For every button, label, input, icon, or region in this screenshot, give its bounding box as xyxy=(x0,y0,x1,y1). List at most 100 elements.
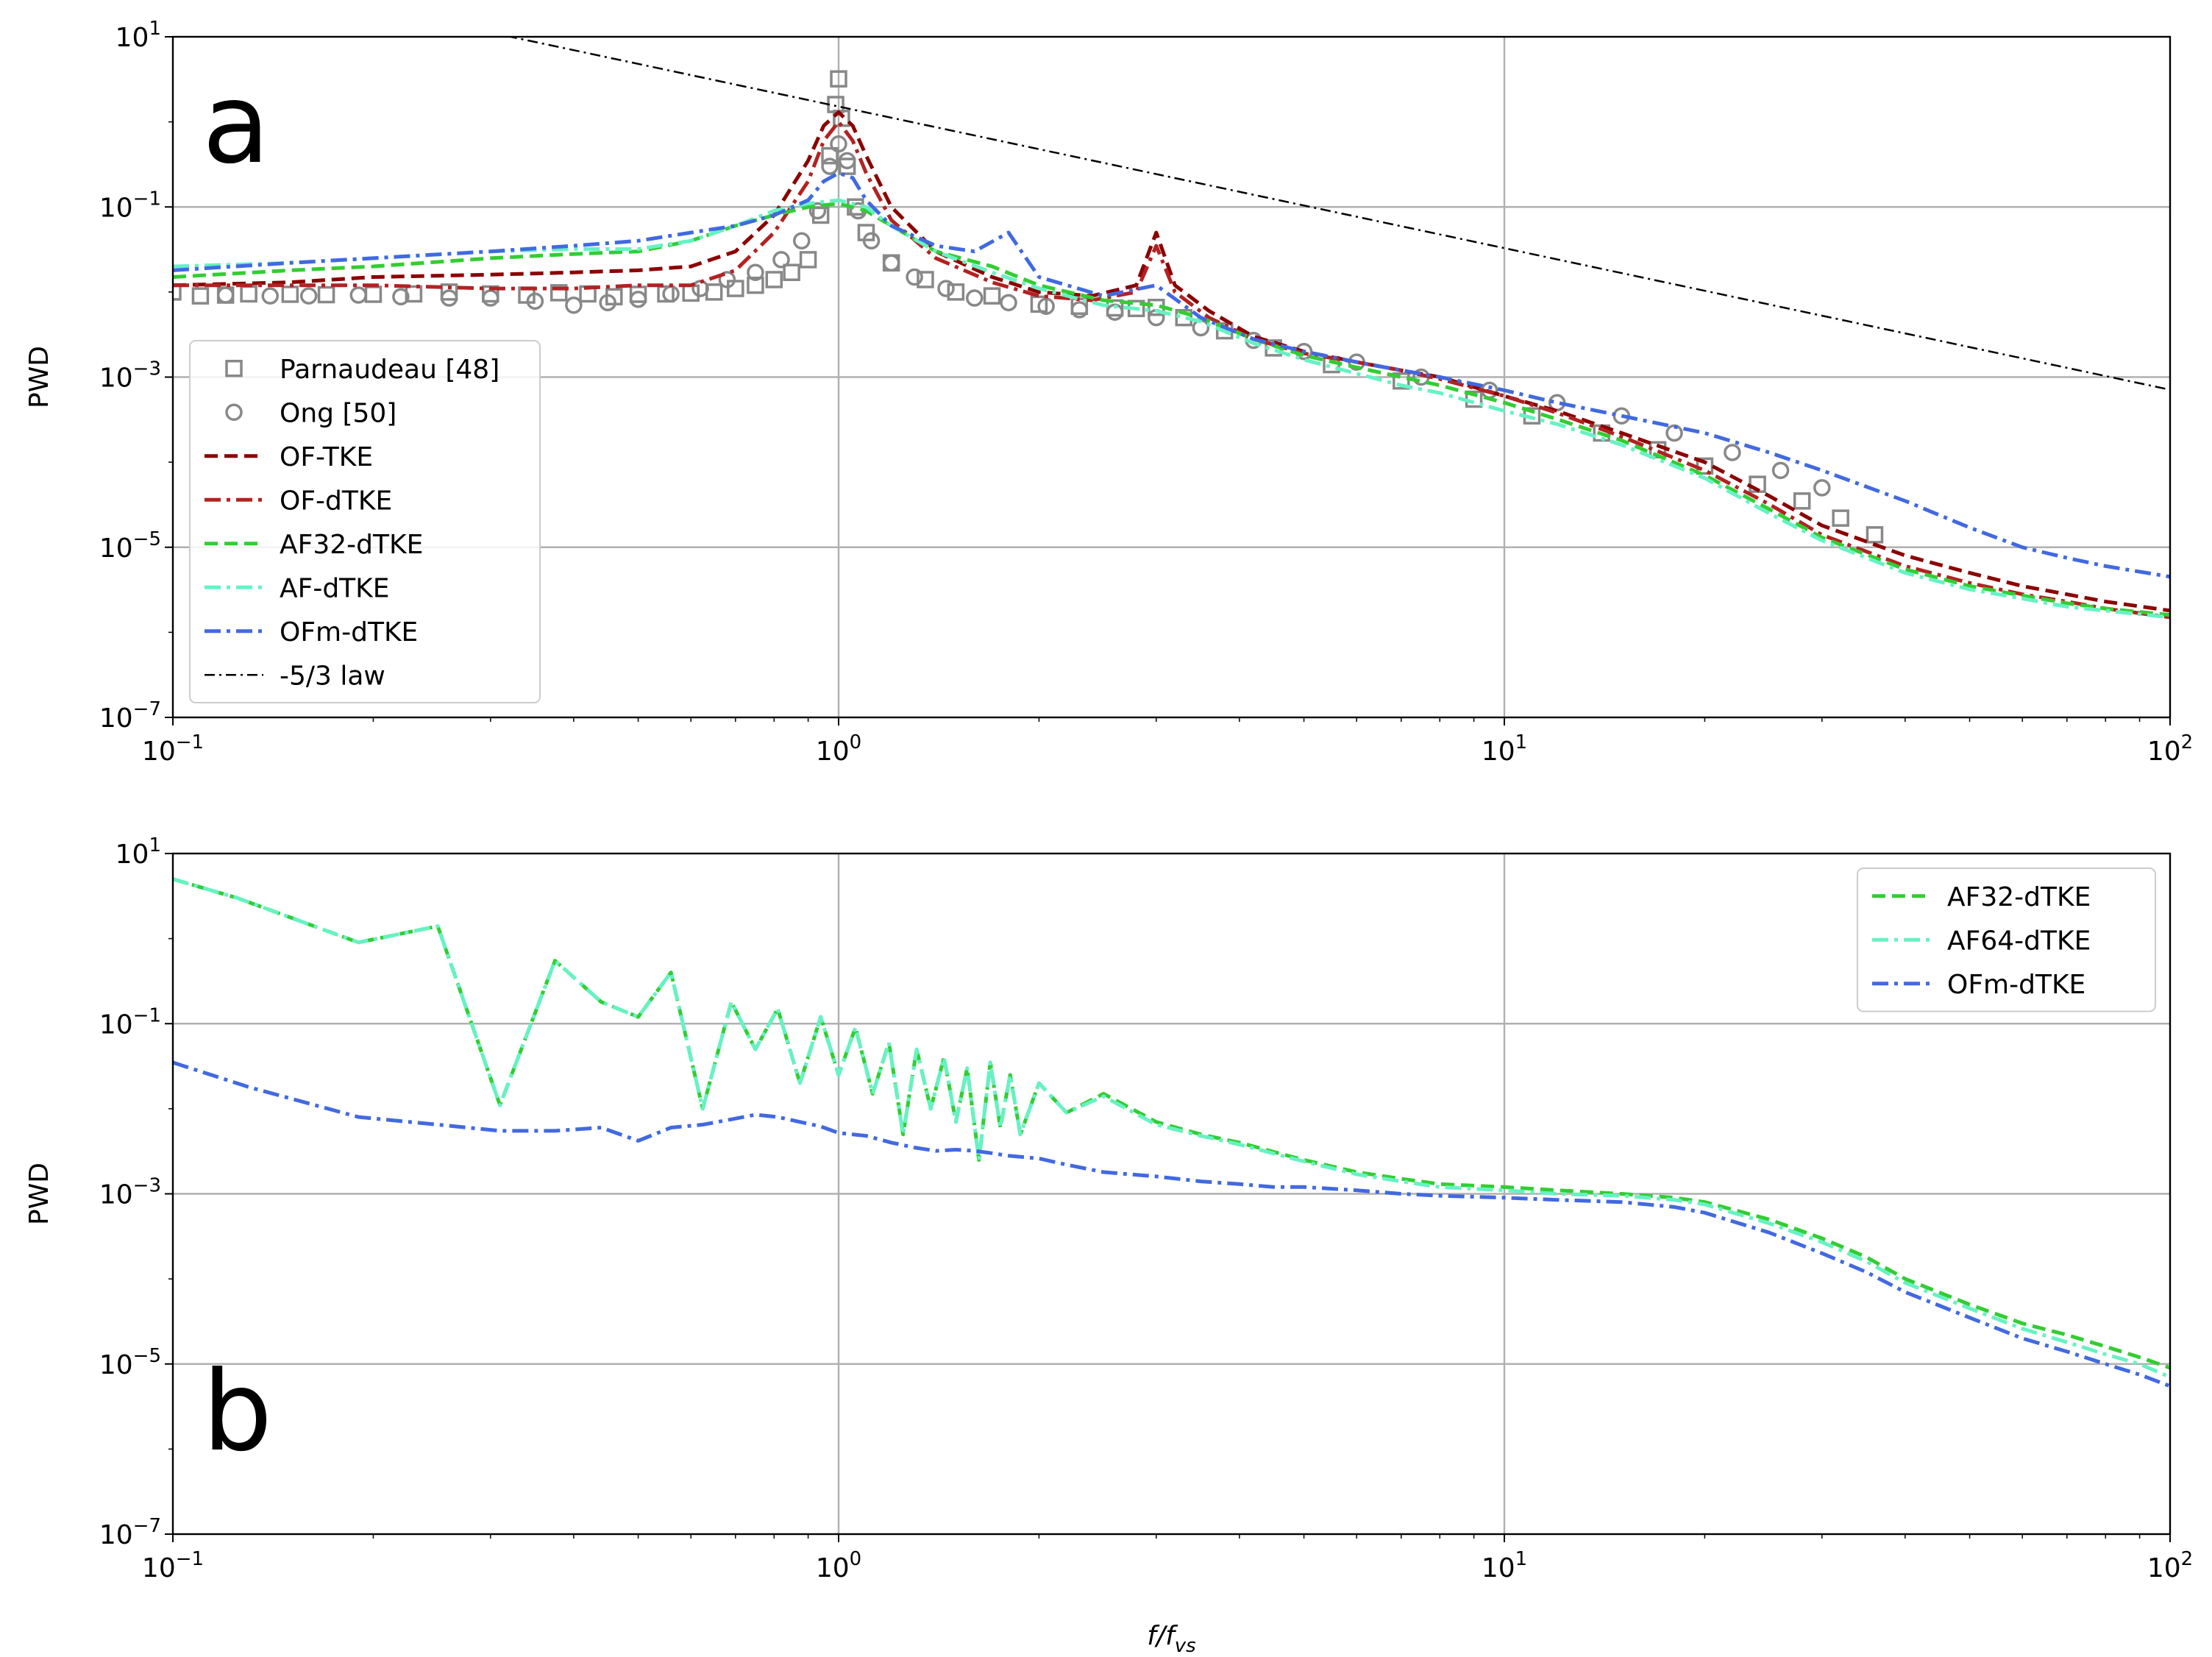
circle-marker xyxy=(1771,461,1790,480)
legend-label: OFm-dTKE xyxy=(1947,970,2085,1000)
panel-letter: a xyxy=(202,60,270,188)
circle-marker xyxy=(392,288,410,306)
series-line-ofm-dtke xyxy=(173,1060,2170,1388)
square-marker xyxy=(705,283,723,301)
x-tick-label: 10−1 xyxy=(142,1548,204,1583)
circle-marker xyxy=(1037,297,1055,315)
square-marker xyxy=(317,285,335,304)
panel-b: 10−1 100 101 102 10−7 10−5 10−3 10−1 101 PWD b f/fv… xyxy=(24,834,2193,1657)
circle-marker xyxy=(261,287,279,305)
circle-marker xyxy=(808,202,827,220)
x-tick-label: 100 xyxy=(816,1548,861,1583)
circle-marker xyxy=(772,251,790,269)
axes-frame xyxy=(171,35,2172,719)
x-tick-label: 102 xyxy=(2147,731,2193,767)
circle-marker xyxy=(830,135,847,153)
legend-label: -5/3 law xyxy=(280,661,385,691)
square-marker xyxy=(830,70,847,88)
square-marker xyxy=(191,287,210,305)
square-marker xyxy=(657,285,675,303)
y-tick-label: 10−7 xyxy=(99,698,161,734)
circle-marker xyxy=(862,232,881,250)
plot-area xyxy=(173,877,2170,1388)
square-marker xyxy=(440,283,458,301)
x-tick-label: 100 xyxy=(816,731,861,767)
legend-label: OF-TKE xyxy=(280,442,373,472)
legend: AF32-dTKE AF64-dTKE OFm-dTKE xyxy=(1857,867,2156,1012)
y-tick-label: 10−7 xyxy=(99,1515,161,1550)
legend-box xyxy=(1857,867,2156,1012)
circle-marker xyxy=(747,263,764,281)
circle-marker xyxy=(349,286,368,304)
axes-frame xyxy=(171,852,2172,1536)
circle-marker xyxy=(1000,294,1017,312)
y-tick-label: 10−3 xyxy=(99,1175,161,1210)
y-tick-label: 10−5 xyxy=(99,1345,161,1380)
circle-marker xyxy=(629,291,647,308)
y-tick-label: 10−5 xyxy=(99,528,161,564)
legend-label: AF32-dTKE xyxy=(1947,882,2091,912)
legend-label: AF64-dTKE xyxy=(1947,926,2091,956)
square-marker xyxy=(827,96,844,113)
circle-marker xyxy=(440,289,458,307)
circle-marker xyxy=(1070,301,1089,319)
x-tick-label: 102 xyxy=(2147,1548,2193,1583)
circle-marker xyxy=(565,297,583,314)
y-tick-label: 101 xyxy=(115,834,161,870)
y-tick-label: 10−1 xyxy=(99,188,161,223)
series-line--5-3-law xyxy=(506,37,2170,391)
square-marker xyxy=(1832,509,1849,527)
square-marker xyxy=(364,285,383,303)
square-marker xyxy=(799,251,817,269)
square-marker xyxy=(838,157,856,175)
x-tick-label: 101 xyxy=(1482,731,1527,767)
y-axis-label: PWD xyxy=(24,1163,54,1225)
x-tick-label: 10−1 xyxy=(142,731,204,767)
circle-marker xyxy=(793,232,811,250)
square-marker xyxy=(821,146,839,165)
legend-label: AF-dTKE xyxy=(280,573,390,603)
legend-label: Ong [50] xyxy=(280,398,396,428)
circle-marker xyxy=(216,286,235,304)
square-marker xyxy=(727,280,744,297)
panel-a: 10−1 100 101 102 10−7 10−5 10−3 10−1 101 PWD a Parn… xyxy=(24,18,2193,767)
circle-marker xyxy=(906,268,923,286)
square-marker xyxy=(1030,295,1048,313)
square-marker xyxy=(1393,372,1410,390)
square-marker xyxy=(783,263,800,281)
circle-marker xyxy=(882,254,900,272)
y-tick-label: 10−1 xyxy=(99,1004,161,1040)
square-marker xyxy=(765,271,783,288)
circle-marker xyxy=(1724,444,1741,461)
y-axis-label: PWD xyxy=(24,346,54,408)
circle-marker xyxy=(1665,424,1683,442)
square-marker xyxy=(747,276,764,294)
square-marker xyxy=(240,285,257,303)
legend: Parnaudeau [48] Ong [50] OF-TKE OF-dTKE AF32… xyxy=(189,340,541,703)
circle-marker xyxy=(821,157,839,175)
square-marker xyxy=(1866,526,1884,544)
series-line-af-dtke xyxy=(173,198,2170,620)
circle-marker xyxy=(299,287,318,305)
circle-marker xyxy=(937,280,955,297)
square-marker xyxy=(550,284,568,302)
square-marker xyxy=(917,271,934,288)
legend-label: OFm-dTKE xyxy=(280,617,418,647)
legend-label: Parnaudeau [48] xyxy=(280,355,499,385)
series-line-af64-dtke xyxy=(173,877,2170,1379)
x-tick-label: 101 xyxy=(1482,1548,1527,1583)
legend-label: OF-dTKE xyxy=(280,486,392,516)
series-line-of-tke xyxy=(173,110,2170,613)
legend-swatch xyxy=(225,360,243,377)
square-marker xyxy=(983,287,1001,305)
square-marker xyxy=(281,285,299,303)
circle-marker xyxy=(838,152,856,170)
circle-marker xyxy=(482,289,499,307)
legend-box xyxy=(189,340,541,703)
y-tick-label: 10−3 xyxy=(99,358,161,394)
square-marker xyxy=(1793,492,1811,510)
circle-marker xyxy=(599,294,616,312)
circle-marker xyxy=(718,271,736,288)
plot-area xyxy=(173,37,2170,620)
